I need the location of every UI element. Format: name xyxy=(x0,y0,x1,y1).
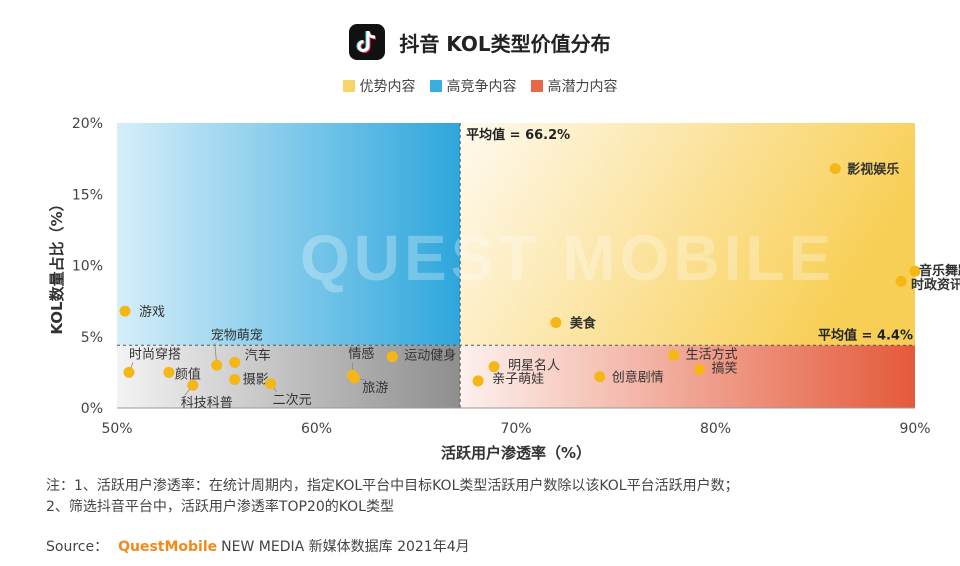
source-detail: NEW MEDIA 新媒体数据库 2021年4月 xyxy=(221,539,470,555)
scatter-point xyxy=(229,356,241,368)
legend-item-competition: 高竞争内容 xyxy=(429,76,517,96)
point-label: 音乐舞蹈 xyxy=(919,263,960,279)
scatter-point xyxy=(668,349,680,361)
point-label: 运动健身 xyxy=(404,348,456,364)
x-tick-label: 70% xyxy=(500,421,531,437)
point-label: 汽车 xyxy=(245,347,271,363)
scatter-point xyxy=(265,378,277,390)
point-label: 游戏 xyxy=(139,305,165,320)
scatter-point xyxy=(386,351,398,363)
point-label: 影视娱乐 xyxy=(847,162,899,178)
tiktok-logo-icon xyxy=(349,24,386,60)
point-label: 美食 xyxy=(570,316,597,332)
footnote-1: 注：1、活跃用户渗透率：在统计周期内，指定KOL平台中目标KOL类型活跃用户数除… xyxy=(46,478,739,494)
legend-swatch-competition xyxy=(429,80,442,92)
legend-item-advantage: 优势内容 xyxy=(342,76,416,96)
point-label: 创意剧情 xyxy=(612,370,664,386)
scatter-point xyxy=(594,371,606,383)
point-label: 情感 xyxy=(348,346,374,362)
y-tick-label: 0% xyxy=(81,401,103,417)
legend: 优势内容 高竞争内容 高潜力内容 xyxy=(0,76,960,96)
point-label: 摄影 xyxy=(243,373,269,388)
quadrant-advantage xyxy=(460,123,915,346)
point-label: 科技科普 xyxy=(181,396,233,411)
point-label: 明星名人 xyxy=(508,358,560,374)
quadrant-low xyxy=(117,345,461,408)
source-line: Source： QuestMobile NEW MEDIA 新媒体数据库 202… xyxy=(46,536,470,556)
x-tick-label: 80% xyxy=(700,421,731,437)
scatter-point xyxy=(123,366,135,378)
point-label: 二次元 xyxy=(273,392,312,408)
scatter-point xyxy=(550,317,562,328)
legend-swatch-advantage xyxy=(342,80,355,92)
point-label: 亲子萌娃 xyxy=(492,372,544,387)
y-tick-label: 5% xyxy=(81,330,103,346)
point-label: 旅游 xyxy=(362,381,388,396)
average-x-label: 平均值 = 66.2% xyxy=(466,127,570,143)
scatter-point xyxy=(895,275,907,287)
point-label: 时政资讯 xyxy=(911,277,960,293)
source-brand: QuestMobile xyxy=(118,539,218,555)
watermark: QUEST MOBILE xyxy=(300,222,835,294)
scatter-point xyxy=(829,163,841,175)
point-label: 时尚穿搭 xyxy=(129,346,181,362)
scatter-point xyxy=(229,374,241,385)
x-axis-label: 活跃用户渗透率（%） xyxy=(441,444,591,462)
point-label: 颜值 xyxy=(175,366,201,382)
point-label: 宠物萌宠 xyxy=(211,327,263,343)
y-tick-label: 15% xyxy=(72,187,103,203)
footnotes: 注：1、活跃用户渗透率：在统计周期内，指定KOL平台中目标KOL类型活跃用户数除… xyxy=(46,476,739,518)
x-tick-label: 50% xyxy=(101,421,132,437)
legend-label-competition: 高竞争内容 xyxy=(446,79,517,95)
scatter-point xyxy=(119,305,131,317)
chart-title: 抖音 KOL类型价值分布 xyxy=(399,31,611,56)
scatter-point xyxy=(163,366,175,378)
title-row: 抖音 KOL类型价值分布 xyxy=(0,22,960,62)
scatter-point xyxy=(211,359,223,371)
y-tick-label: 10% xyxy=(72,259,103,275)
source-prefix: Source： xyxy=(46,539,109,555)
legend-item-potential: 高潜力内容 xyxy=(530,76,618,96)
point-label: 搞笑 xyxy=(712,361,738,377)
average-y-label: 平均值 = 4.4% xyxy=(818,327,913,343)
legend-label-advantage: 优势内容 xyxy=(359,79,416,95)
point-label: 生活方式 xyxy=(686,346,738,362)
quadrant-high-competition xyxy=(117,123,461,346)
quadrant-high-potential xyxy=(460,345,915,408)
scatter-point xyxy=(472,375,484,387)
scatter-point xyxy=(348,372,360,384)
scatter-point xyxy=(187,379,199,391)
y-axis-label: KOL数量占比（%） xyxy=(48,196,66,334)
scatter-point xyxy=(909,265,921,277)
legend-label-potential: 高潜力内容 xyxy=(547,79,618,95)
footnote-2: 2、筛选抖音平台中，活跃用户渗透率TOP20的KOL类型 xyxy=(46,499,394,515)
legend-swatch-potential xyxy=(530,80,543,92)
scatter-point xyxy=(694,364,706,376)
scatter-point xyxy=(488,361,500,373)
y-tick-label: 20% xyxy=(72,116,103,132)
x-tick-label: 90% xyxy=(899,421,930,437)
x-tick-label: 60% xyxy=(301,421,332,437)
